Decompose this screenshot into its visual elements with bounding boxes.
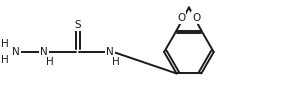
Text: H: H [112,57,120,67]
Text: S: S [74,20,81,30]
Text: N: N [106,47,114,57]
Text: H: H [46,57,54,67]
Text: O: O [177,13,185,23]
Text: H: H [1,39,9,49]
Text: N: N [40,47,48,57]
Text: N: N [40,47,48,57]
Text: N: N [106,47,114,57]
Text: H: H [1,55,9,65]
Text: S: S [74,20,81,30]
Text: O: O [193,13,201,23]
Text: H: H [112,57,120,67]
Text: O: O [193,13,201,23]
Text: N: N [12,47,20,57]
Text: O: O [177,13,185,23]
Text: N: N [12,47,20,57]
Text: H: H [46,57,54,67]
Text: H: H [1,39,9,49]
Text: H: H [1,55,9,65]
